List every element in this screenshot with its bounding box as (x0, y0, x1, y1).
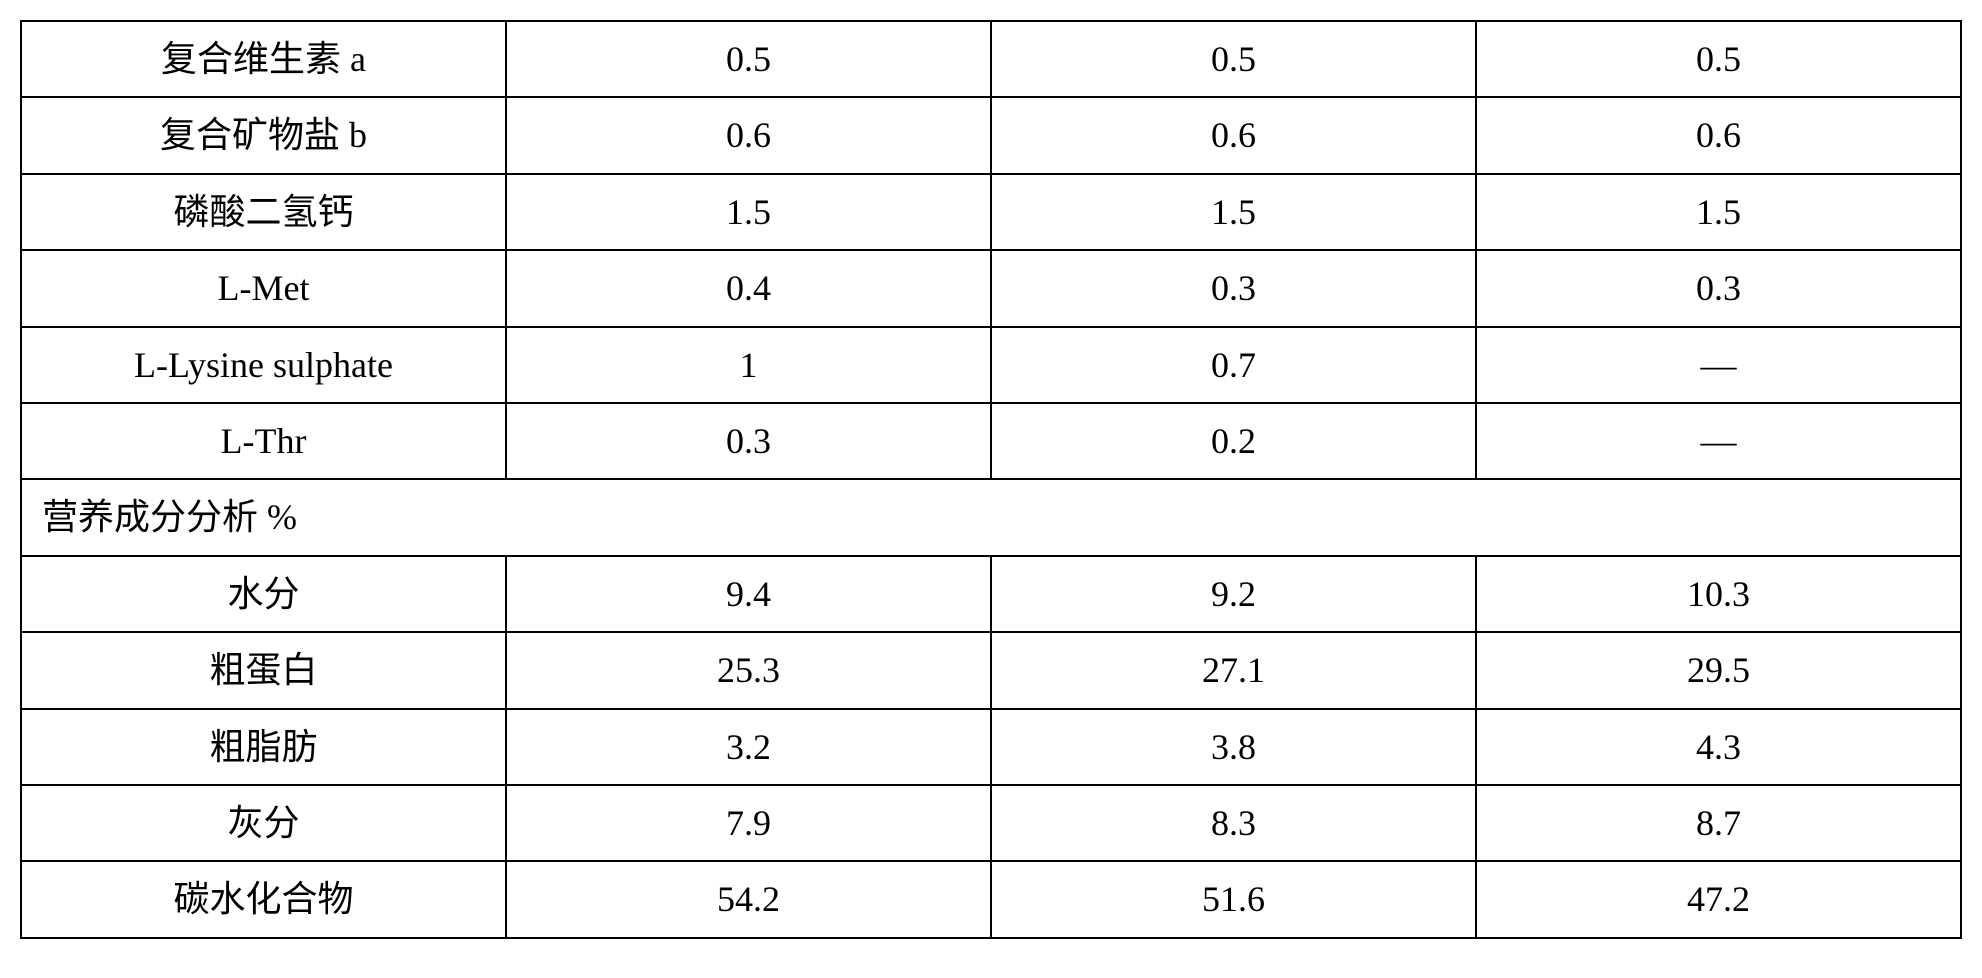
table-row: 水分 9.4 9.2 10.3 (21, 556, 1961, 632)
cell-value: — (1476, 403, 1961, 479)
table-body: 复合维生素 a 0.5 0.5 0.5 复合矿物盐 b 0.6 0.6 0.6 … (21, 21, 1961, 938)
cell-value: 1.5 (506, 174, 991, 250)
cell-value: 1 (506, 327, 991, 403)
row-label: L-Met (21, 250, 506, 326)
row-label: 复合维生素 a (21, 21, 506, 97)
cell-value: 0.5 (991, 21, 1476, 97)
row-label: L-Thr (21, 403, 506, 479)
cell-value: 0.5 (1476, 21, 1961, 97)
cell-value: 0.2 (991, 403, 1476, 479)
table-row: 复合矿物盐 b 0.6 0.6 0.6 (21, 97, 1961, 173)
row-label: 复合矿物盐 b (21, 97, 506, 173)
cell-value: 1.5 (1476, 174, 1961, 250)
cell-value: 8.7 (1476, 785, 1961, 861)
cell-value: 10.3 (1476, 556, 1961, 632)
cell-value: 7.9 (506, 785, 991, 861)
cell-value: 0.4 (506, 250, 991, 326)
cell-value: 0.6 (506, 97, 991, 173)
table-row: 磷酸二氢钙 1.5 1.5 1.5 (21, 174, 1961, 250)
table-row: 碳水化合物 54.2 51.6 47.2 (21, 861, 1961, 937)
cell-value: 9.4 (506, 556, 991, 632)
cell-value: 0.5 (506, 21, 991, 97)
row-label: 磷酸二氢钙 (21, 174, 506, 250)
row-label: 碳水化合物 (21, 861, 506, 937)
cell-value: 0.7 (991, 327, 1476, 403)
table-container: 复合维生素 a 0.5 0.5 0.5 复合矿物盐 b 0.6 0.6 0.6 … (20, 20, 1962, 939)
cell-value: 47.2 (1476, 861, 1961, 937)
cell-value: 51.6 (991, 861, 1476, 937)
cell-value: 54.2 (506, 861, 991, 937)
cell-value: 0.6 (1476, 97, 1961, 173)
row-label: L-Lysine sulphate (21, 327, 506, 403)
cell-value: 3.8 (991, 709, 1476, 785)
cell-value: 0.3 (506, 403, 991, 479)
table-row: L-Lysine sulphate 1 0.7 — (21, 327, 1961, 403)
cell-value: 29.5 (1476, 632, 1961, 708)
data-table: 复合维生素 a 0.5 0.5 0.5 复合矿物盐 b 0.6 0.6 0.6 … (20, 20, 1962, 939)
row-label: 灰分 (21, 785, 506, 861)
row-label: 水分 (21, 556, 506, 632)
cell-value: — (1476, 327, 1961, 403)
row-label: 粗脂肪 (21, 709, 506, 785)
table-row: 粗脂肪 3.2 3.8 4.3 (21, 709, 1961, 785)
table-row: 灰分 7.9 8.3 8.7 (21, 785, 1961, 861)
cell-value: 27.1 (991, 632, 1476, 708)
table-row: 粗蛋白 25.3 27.1 29.5 (21, 632, 1961, 708)
row-label: 粗蛋白 (21, 632, 506, 708)
cell-value: 0.6 (991, 97, 1476, 173)
section-header-label: 营养成分分析 % (21, 479, 1961, 555)
cell-value: 8.3 (991, 785, 1476, 861)
section-header-row: 营养成分分析 % (21, 479, 1961, 555)
cell-value: 3.2 (506, 709, 991, 785)
cell-value: 0.3 (991, 250, 1476, 326)
table-row: 复合维生素 a 0.5 0.5 0.5 (21, 21, 1961, 97)
cell-value: 0.3 (1476, 250, 1961, 326)
cell-value: 9.2 (991, 556, 1476, 632)
cell-value: 4.3 (1476, 709, 1961, 785)
cell-value: 1.5 (991, 174, 1476, 250)
cell-value: 25.3 (506, 632, 991, 708)
table-row: L-Thr 0.3 0.2 — (21, 403, 1961, 479)
table-row: L-Met 0.4 0.3 0.3 (21, 250, 1961, 326)
